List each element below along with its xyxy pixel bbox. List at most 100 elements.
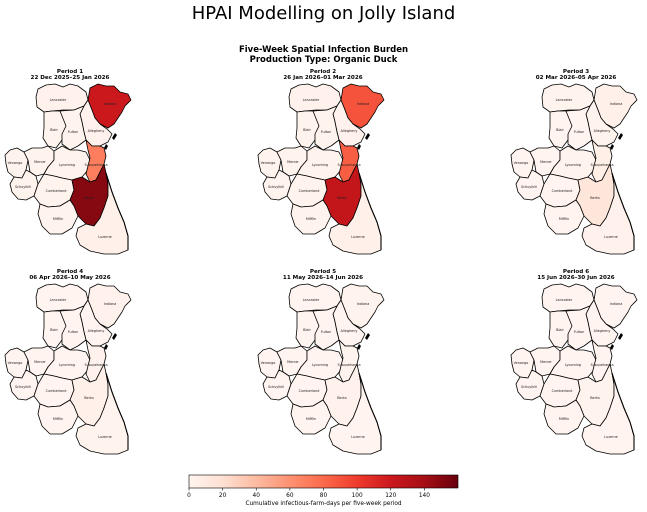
county-mifflin[interactable]	[290, 399, 332, 435]
colorbar-tick-label: 100	[352, 493, 363, 499]
panel-dates: 06 Apr 2026–10 May 2026	[29, 275, 110, 281]
county-label: Lancaster	[556, 298, 573, 302]
figure-subtitle: Five-Week Spatial Infection Burden Produ…	[0, 45, 647, 65]
county-label: Mercer	[287, 360, 299, 364]
county-label: Fulton	[574, 330, 584, 334]
county-label: Lycoming	[59, 163, 75, 167]
islet	[365, 333, 370, 340]
islet	[104, 344, 108, 350]
county-label: Mifflin	[53, 217, 63, 221]
county-label: Lancaster	[303, 298, 320, 302]
islet	[618, 333, 623, 340]
county-label: Luzerne	[604, 435, 617, 439]
county-mifflin[interactable]	[37, 199, 79, 235]
subtitle-line-1: Five-Week Spatial Infection Burden	[238, 45, 409, 55]
county-label: Susquehanna	[84, 363, 107, 367]
map-panel-6: Period 615 Jun 2026–30 Jun 2026 Lancaster…	[510, 269, 638, 455]
county-map: Lancaster Indiana Allegheny Blair Fulton Vena…	[4, 83, 132, 255]
county-label: Lycoming	[312, 363, 328, 367]
colorbar-tick-label: 60	[286, 493, 294, 499]
county-label: Luzerne	[604, 235, 617, 239]
county-label: Venango	[261, 361, 276, 365]
county-label: Schuylkill	[521, 185, 537, 189]
county-mifflin[interactable]	[543, 199, 585, 235]
colorbar-gradient	[188, 474, 459, 489]
county-label: Berks	[590, 196, 600, 200]
islet	[618, 133, 623, 140]
county-label: Susquehanna	[84, 163, 107, 167]
county-mifflin[interactable]	[37, 399, 79, 435]
islet	[112, 333, 117, 340]
county-label: Venango	[261, 161, 276, 165]
panel-dates: 11 May 2026–14 Jun 2026	[283, 275, 363, 281]
county-map: Lancaster Indiana Allegheny Blair Fulton Vena…	[4, 283, 132, 455]
county-map: Lancaster Indiana Allegheny Blair Fulton Vena…	[257, 83, 385, 255]
county-label: Cumberland	[299, 189, 320, 193]
panel-title: Period 2	[310, 69, 336, 75]
panel-title: Period 1	[57, 69, 83, 75]
county-label: Cumberland	[552, 189, 573, 193]
county-label: Lancaster	[50, 298, 67, 302]
islet	[112, 133, 117, 140]
county-label: Susquehanna	[590, 363, 613, 367]
county-label: Fulton	[321, 130, 331, 134]
county-mifflin[interactable]	[290, 199, 332, 235]
county-label: Fulton	[68, 130, 78, 134]
county-label: Venango	[8, 361, 23, 365]
county-label: Fulton	[574, 130, 584, 134]
county-label: Mercer	[287, 160, 299, 164]
panel-title: Period 3	[563, 69, 589, 75]
county-label: Berks	[84, 196, 94, 200]
county-label: Mercer	[34, 160, 46, 164]
county-label: Blair	[50, 328, 58, 332]
map-panel-4: Period 406 Apr 2026–10 May 2026 Lancaster…	[4, 269, 132, 455]
map-panel-5: Period 511 May 2026–14 Jun 2026 Lancaster…	[257, 269, 385, 455]
county-label: Schuylkill	[268, 385, 284, 389]
county-label: Susquehanna	[337, 163, 360, 167]
panel-title: Period 5	[310, 269, 336, 275]
panel-dates: 22 Dec 2025–25 Jan 2026	[31, 75, 110, 81]
county-label: Blair	[303, 328, 311, 332]
panel-dates: 15 Jun 2026–30 Jun 2026	[537, 275, 614, 281]
county-label: Lycoming	[59, 363, 75, 367]
county-label: Berks	[337, 396, 347, 400]
county-label: Berks	[590, 396, 600, 400]
county-label: Indiana	[610, 302, 623, 306]
county-label: Indiana	[104, 102, 117, 106]
county-label: Berks	[84, 396, 94, 400]
county-label: Lancaster	[303, 98, 320, 102]
county-label: Allegheny	[594, 129, 611, 133]
county-mifflin[interactable]	[543, 399, 585, 435]
panel-title: Period 6	[563, 269, 589, 275]
colorbar-tick-label: 40	[253, 493, 261, 499]
county-label: Cumberland	[46, 389, 67, 393]
county-label: Indiana	[357, 102, 370, 106]
county-label: Lancaster	[556, 98, 573, 102]
county-label: Lycoming	[312, 163, 328, 167]
county-map: Lancaster Indiana Allegheny Blair Fulton Vena…	[510, 283, 638, 455]
county-label: Fulton	[68, 330, 78, 334]
panel-dates: 02 Mar 2026–05 Apr 2026	[536, 75, 617, 81]
coastline	[105, 172, 129, 250]
county-map: Lancaster Indiana Allegheny Blair Fulton Vena…	[257, 283, 385, 455]
map-panel-2: Period 226 Jan 2026–01 Mar 2026 Lancaster…	[257, 69, 385, 255]
county-label: Luzerne	[351, 235, 364, 239]
county-label: Blair	[50, 128, 58, 132]
county-label: Schuylkill	[268, 185, 284, 189]
county-label: Schuylkill	[15, 385, 31, 389]
county-label: Venango	[514, 161, 529, 165]
colorbar-tick-label: 80	[320, 493, 328, 499]
islet	[357, 344, 361, 350]
county-label: Mercer	[34, 360, 46, 364]
county-label: Allegheny	[594, 329, 611, 333]
county-label: Luzerne	[98, 435, 111, 439]
coastline	[611, 172, 635, 250]
county-label: Mifflin	[53, 417, 63, 421]
panel-dates: 26 Jan 2026–01 Mar 2026	[283, 75, 362, 81]
county-label: Indiana	[357, 302, 370, 306]
county-label: Cumberland	[552, 389, 573, 393]
county-label: Schuylkill	[521, 385, 537, 389]
county-label: Blair	[303, 128, 311, 132]
county-label: Berks	[337, 196, 347, 200]
